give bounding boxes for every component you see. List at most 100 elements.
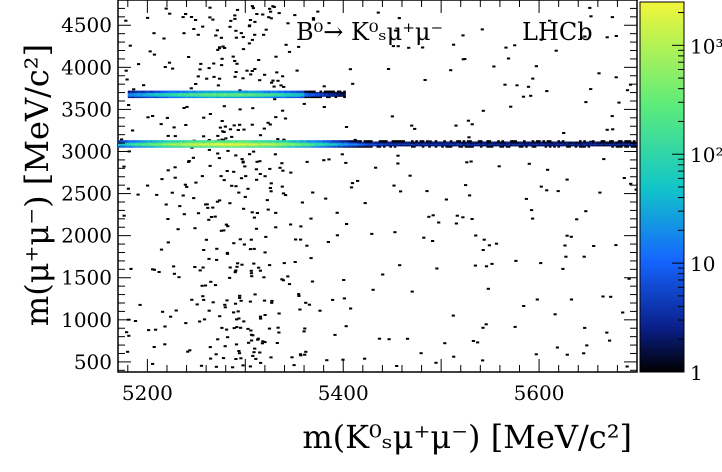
band-bin <box>339 144 343 147</box>
band-bin <box>507 144 511 147</box>
band-bin <box>235 94 239 97</box>
background-bin <box>239 32 243 35</box>
band-bin <box>245 140 248 143</box>
background-bin <box>249 329 253 332</box>
background-bin <box>268 123 272 126</box>
band-bin <box>254 95 258 99</box>
band-bin <box>323 91 327 95</box>
band-bin <box>380 141 384 144</box>
band-bin <box>462 140 466 143</box>
band-bin <box>289 93 292 96</box>
background-bin <box>419 352 423 355</box>
band-bin <box>186 141 190 144</box>
band-bin <box>531 141 535 144</box>
band-bin <box>512 140 515 143</box>
band-bin <box>317 94 320 97</box>
background-bin <box>396 162 400 165</box>
background-bin <box>515 84 519 87</box>
band-bin <box>240 140 244 143</box>
background-bin <box>316 10 320 13</box>
background-bin <box>396 45 400 48</box>
experiment-label: LHCb <box>522 18 593 46</box>
band-bin <box>194 95 198 99</box>
background-bin <box>232 327 236 330</box>
band-bin <box>328 91 331 95</box>
band-bin <box>261 91 264 95</box>
band-bin <box>124 140 128 143</box>
band-bin <box>334 94 338 97</box>
band-bin <box>260 140 263 143</box>
band-bin <box>393 140 397 143</box>
band-bin <box>154 145 158 148</box>
band-bin <box>265 91 269 95</box>
background-bin <box>133 320 138 322</box>
band-bin <box>140 93 144 96</box>
band-bin <box>217 145 220 148</box>
band-bin <box>288 144 291 147</box>
band-bin <box>136 94 139 97</box>
background-bin <box>254 227 259 230</box>
background-bin <box>218 126 222 129</box>
band-bin <box>176 144 179 147</box>
band-bin <box>383 140 386 143</box>
background-bin <box>610 16 614 19</box>
band-bin <box>456 141 459 144</box>
band-bin <box>190 91 193 95</box>
background-bin <box>275 342 279 344</box>
band-bin <box>173 93 176 96</box>
band-bin <box>219 141 222 144</box>
band-bin <box>430 144 433 147</box>
background-bin <box>279 84 283 87</box>
band-bin <box>147 94 150 97</box>
band-bin <box>391 144 395 147</box>
band-bin <box>525 144 528 147</box>
band-bin <box>206 145 209 148</box>
band-bin <box>400 144 403 147</box>
band-bin <box>259 91 262 95</box>
background-bin <box>256 337 260 340</box>
band-bin <box>624 144 627 147</box>
band-bin <box>167 140 171 143</box>
band-bin <box>301 145 304 148</box>
band-bin <box>346 141 349 144</box>
background-bin <box>277 331 281 334</box>
band-bin <box>235 95 239 99</box>
background-bin <box>289 223 293 226</box>
background-bin <box>564 255 568 258</box>
background-bin <box>262 127 266 130</box>
band-bin <box>208 140 212 143</box>
band-bin <box>458 141 461 144</box>
background-bin <box>253 347 257 350</box>
background-bin <box>253 20 257 23</box>
band-bin <box>458 140 461 143</box>
band-bin <box>280 94 284 97</box>
band-bin <box>307 141 311 144</box>
background-bin <box>237 350 241 352</box>
band-bin <box>568 144 571 147</box>
band-bin <box>376 145 380 148</box>
band-bin <box>261 94 264 97</box>
band-bin <box>308 93 312 96</box>
band-bin <box>178 141 181 144</box>
background-bin <box>269 190 273 193</box>
background-bin <box>161 310 165 313</box>
background-bin <box>353 138 357 141</box>
band-bin <box>190 93 193 96</box>
background-bin <box>311 18 316 21</box>
band-bin <box>132 93 135 96</box>
band-bin <box>150 144 153 147</box>
band-bin <box>488 145 492 148</box>
band-bin <box>122 140 125 143</box>
background-bin <box>396 154 400 157</box>
band-bin <box>205 90 208 93</box>
band-bin <box>174 144 177 147</box>
band-bin <box>278 90 282 93</box>
band-bin <box>447 141 451 144</box>
band-bin <box>210 144 214 147</box>
band-bin <box>182 140 186 143</box>
background-bin <box>281 169 285 172</box>
background-bin <box>465 161 469 164</box>
background-bin <box>236 262 240 265</box>
band-bin <box>278 95 282 99</box>
background-bin <box>622 177 626 179</box>
